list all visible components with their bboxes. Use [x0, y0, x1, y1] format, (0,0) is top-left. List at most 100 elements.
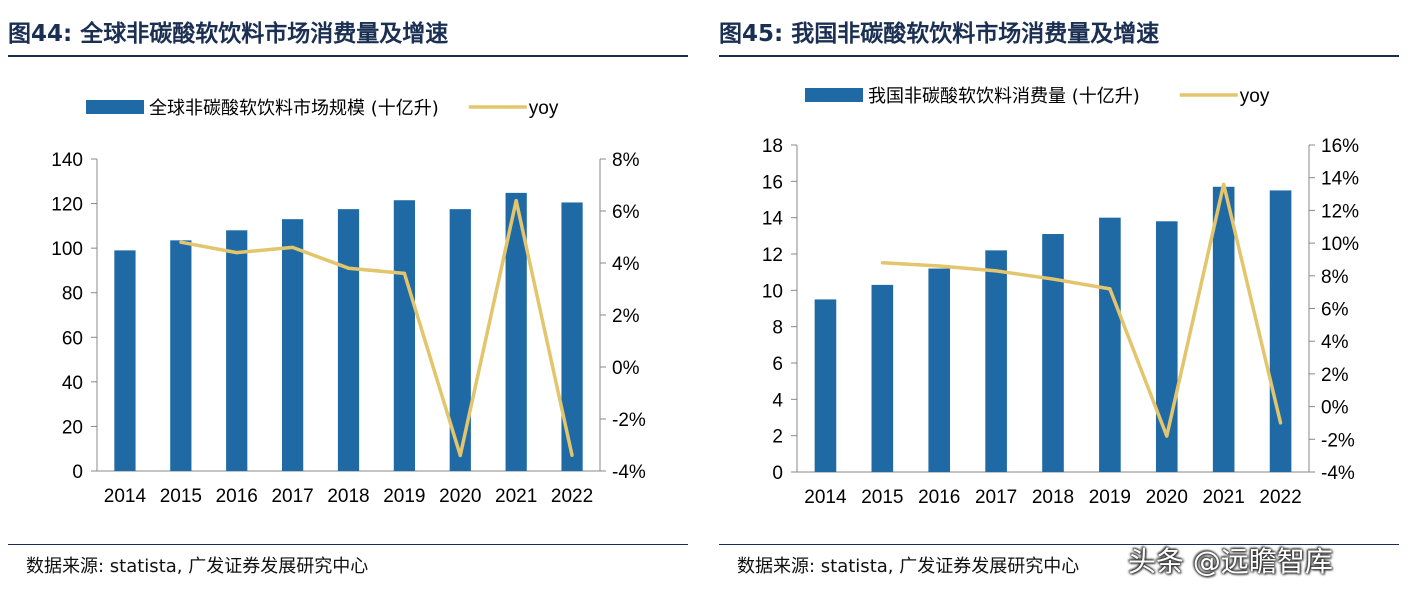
left-tick-label: 0	[72, 462, 83, 483]
yoy-line	[180, 198, 574, 458]
yoy-point-2017	[291, 245, 295, 249]
x-tick-label: 2017	[271, 486, 313, 507]
bar-2022	[1269, 190, 1292, 472]
left-tick-label: 60	[62, 328, 83, 349]
right-tick-label: 8%	[612, 150, 640, 171]
yoy-point-2021	[514, 199, 518, 203]
x-tick-label: 2022	[551, 486, 593, 507]
bar-2015	[871, 284, 894, 472]
title-divider	[719, 55, 1399, 57]
yoy-line	[882, 182, 1283, 438]
right-tick-label: 2%	[1321, 365, 1349, 386]
right-tick-label: 6%	[1321, 300, 1349, 321]
right-tick-label: -2%	[1321, 430, 1355, 451]
yoy-point-2020	[1165, 434, 1169, 438]
right-tick-label: 16%	[1321, 136, 1359, 157]
bar-2021	[1212, 186, 1235, 472]
x-tick-label: 2014	[804, 487, 847, 508]
right-tick-label: 0%	[1321, 398, 1349, 419]
left-tick-label: 12	[762, 245, 783, 266]
bar-2017	[985, 250, 1007, 472]
left-tick-label: 100	[51, 239, 83, 260]
bar-2018	[1042, 234, 1064, 472]
bar-2018	[337, 209, 360, 471]
x-tick-label: 2019	[383, 486, 425, 507]
bar-2022	[561, 202, 583, 471]
source-note: 数据来源: statista, 广发证券发展研究中心	[737, 556, 1080, 577]
chart-china: 0 2 4 6 8 10 12 14 16 18 -4% -2% 0% 2% 4% 6% 8% 10% 12% 14%…	[762, 86, 1359, 508]
yoy-point-2016	[937, 264, 941, 268]
legend-bar-swatch	[805, 88, 863, 102]
right-tick-label: 10%	[1321, 234, 1359, 255]
right-tick-label: -4%	[612, 462, 646, 483]
chart-panel-right: 图45: 我国非碳酸软饮料市场消费量及增速 0 2 4 6 8 10 12 14 16 18 -4%…	[719, 0, 1409, 596]
yoy-point-2018	[1051, 277, 1055, 281]
bar-2019	[393, 200, 416, 471]
left-tick-label: 2	[772, 427, 783, 448]
figure-title: 图44: 全球非碳酸软饮料市场消费量及增速	[8, 21, 449, 47]
right-tick-label: 8%	[1321, 267, 1349, 288]
yoy-point-2022	[570, 453, 574, 457]
yoy-point-2018	[346, 266, 351, 270]
left-tick-label: 18	[762, 136, 783, 157]
source-divider	[8, 544, 688, 545]
legend-line-label: yoy	[529, 98, 559, 119]
right-tick-label: -2%	[612, 410, 646, 431]
right-tick-label: 6%	[612, 202, 640, 223]
legend-bar-label: 我国非碳酸软饮料消费量 (十亿升)	[868, 86, 1140, 107]
bar-2016	[928, 268, 951, 472]
figure-title: 图45: 我国非碳酸软饮料市场消费量及增速	[719, 21, 1160, 47]
right-tick-label: 0%	[612, 358, 640, 379]
left-tick-label: 120	[51, 195, 83, 216]
x-tick-label: 2017	[975, 487, 1017, 508]
legend-bar-swatch	[86, 100, 144, 114]
x-tick-label: 2022	[1259, 487, 1301, 508]
x-tick-label: 2016	[216, 486, 258, 507]
yoy-point-2015	[179, 240, 183, 244]
right-tick-label: 2%	[612, 306, 640, 327]
right-tick-label: 14%	[1321, 169, 1359, 190]
x-tick-label: 2015	[861, 487, 903, 508]
yoy-point-2019	[1108, 287, 1112, 291]
x-tick-label: 2019	[1089, 487, 1131, 508]
yoy-point-2021	[1222, 182, 1226, 186]
right-tick-label: 4%	[1321, 332, 1349, 353]
right-tick-label: -4%	[1321, 463, 1355, 484]
source-divider	[719, 544, 1399, 545]
x-tick-label: 2014	[104, 486, 147, 507]
bar-2021	[505, 192, 527, 472]
bar-2017	[281, 219, 304, 471]
chart-global: 0 20 40 60 80 100 120 140 -4% -2% 0% 2% 4% 6% 8% 2014 20…	[51, 98, 646, 507]
left-tick-label: 8	[772, 318, 783, 339]
legend-line-label: yoy	[1240, 86, 1270, 107]
left-tick-label: 16	[762, 172, 783, 193]
x-tick-label: 2021	[1203, 487, 1245, 508]
left-tick-label: 4	[772, 390, 783, 411]
bar-2014	[814, 299, 837, 472]
yoy-point-2022	[1278, 421, 1283, 425]
x-tick-label: 2020	[439, 486, 481, 507]
yoy-point-2017	[994, 269, 998, 273]
x-tick-label: 2016	[918, 487, 960, 508]
left-tick-label: 140	[51, 150, 83, 171]
left-tick-label: 10	[762, 281, 783, 302]
bar-2014	[114, 250, 136, 471]
bar-2016	[226, 230, 248, 471]
bar-2019	[1099, 217, 1121, 472]
left-tick-label: 0	[772, 463, 783, 484]
legend-bar-label: 全球非碳酸软饮料市场规模 (十亿升)	[149, 98, 439, 119]
yoy-point-2019	[402, 271, 406, 275]
yoy-point-2015	[880, 261, 884, 265]
source-note: 数据来源: statista, 广发证券发展研究中心	[26, 556, 369, 577]
x-tick-label: 2015	[160, 486, 202, 507]
left-tick-label: 80	[62, 284, 83, 305]
title-divider	[8, 55, 688, 57]
right-tick-label: 4%	[612, 254, 640, 275]
left-tick-label: 14	[762, 209, 784, 230]
x-tick-label: 2020	[1146, 487, 1188, 508]
bar-2015	[170, 240, 192, 471]
right-tick-label: 12%	[1321, 201, 1359, 222]
x-tick-label: 2018	[1032, 487, 1074, 508]
watermark: 头条 @远瞻智库	[1128, 545, 1333, 578]
left-tick-label: 20	[62, 417, 83, 438]
